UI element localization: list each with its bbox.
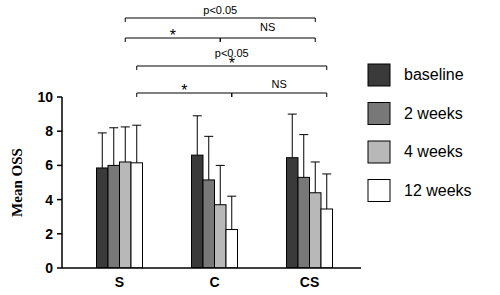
error-bar	[98, 133, 107, 168]
y-axis	[61, 97, 63, 268]
error-bar	[322, 174, 331, 209]
x-tick-label: C	[209, 274, 219, 290]
bar	[120, 162, 132, 268]
error-cap	[216, 165, 225, 166]
error-line	[197, 116, 198, 155]
error-line	[113, 128, 114, 166]
bar	[108, 165, 120, 268]
bar	[226, 230, 238, 268]
legend-label: 4 weeks	[404, 143, 463, 160]
error-bar	[193, 116, 202, 155]
error-bar	[204, 136, 213, 180]
significance-bracket	[125, 18, 315, 22]
y-tick	[57, 199, 62, 201]
annotation: *	[229, 55, 235, 72]
y-tick-label: 6	[45, 157, 53, 173]
y-tick-label: 4	[45, 192, 53, 208]
error-bar	[132, 125, 141, 163]
y-tick	[57, 96, 62, 98]
error-line	[292, 114, 293, 158]
legend-swatch	[368, 180, 390, 202]
error-cap	[288, 114, 297, 115]
bars	[97, 114, 333, 268]
error-line	[303, 135, 304, 178]
legend-swatch	[368, 141, 390, 163]
annotation: *	[181, 82, 187, 99]
bar	[192, 155, 204, 268]
error-line	[326, 174, 327, 209]
error-cap	[204, 136, 213, 137]
bar	[298, 177, 310, 268]
bar	[287, 158, 299, 268]
y-tick-label: 2	[45, 226, 53, 242]
error-cap	[227, 196, 236, 197]
y-tick-label: 0	[45, 260, 53, 276]
error-line	[102, 133, 103, 168]
error-line	[208, 136, 209, 180]
legend-swatch	[368, 64, 390, 86]
error-bar	[216, 165, 225, 204]
bar	[310, 193, 322, 268]
significance-bracket	[220, 38, 315, 42]
error-cap	[193, 115, 202, 116]
x-tick-label: CS	[300, 274, 319, 290]
y-tick	[57, 165, 62, 167]
y-tick	[57, 267, 62, 269]
error-line	[231, 196, 232, 229]
error-bar	[299, 135, 308, 178]
error-cap	[109, 127, 118, 128]
error-line	[220, 165, 221, 204]
bar	[131, 163, 143, 268]
error-line	[315, 162, 316, 193]
error-cap	[121, 126, 130, 127]
legend-label: baseline	[404, 66, 464, 83]
legend-label: 2 weeks	[404, 105, 463, 122]
x-tick-label: S	[115, 274, 124, 290]
y-tick-label: 10	[37, 89, 53, 105]
annotation: *	[170, 27, 176, 44]
error-cap	[311, 161, 320, 162]
error-bar	[288, 114, 297, 158]
x-axis	[62, 267, 361, 269]
y-axis-label: Mean OSS	[9, 148, 25, 217]
annotation: p<0.05	[203, 4, 237, 16]
bar	[321, 209, 333, 268]
error-cap	[299, 134, 308, 135]
bar	[203, 180, 215, 268]
error-bar	[227, 196, 236, 229]
bar	[215, 205, 227, 268]
error-cap	[98, 132, 107, 133]
error-line	[136, 125, 137, 163]
error-bar	[121, 127, 130, 162]
error-bar	[109, 128, 118, 166]
legend-label: 12 weeks	[404, 182, 472, 199]
legend-swatch	[368, 103, 390, 125]
annotation: NS	[272, 78, 287, 90]
error-line	[125, 127, 126, 162]
error-bar	[311, 162, 320, 193]
y-tick-label: 8	[45, 123, 53, 139]
error-cap	[322, 173, 331, 174]
annotation: NS	[260, 21, 275, 33]
significance-bracket	[232, 93, 327, 97]
y-tick	[57, 130, 62, 132]
chart: 0 2 4 6 8 10 S C CS Mean OSS baseline 2 weeks 4 week…	[0, 0, 500, 295]
y-tick	[57, 233, 62, 235]
bar	[97, 168, 109, 268]
error-cap	[132, 125, 141, 126]
